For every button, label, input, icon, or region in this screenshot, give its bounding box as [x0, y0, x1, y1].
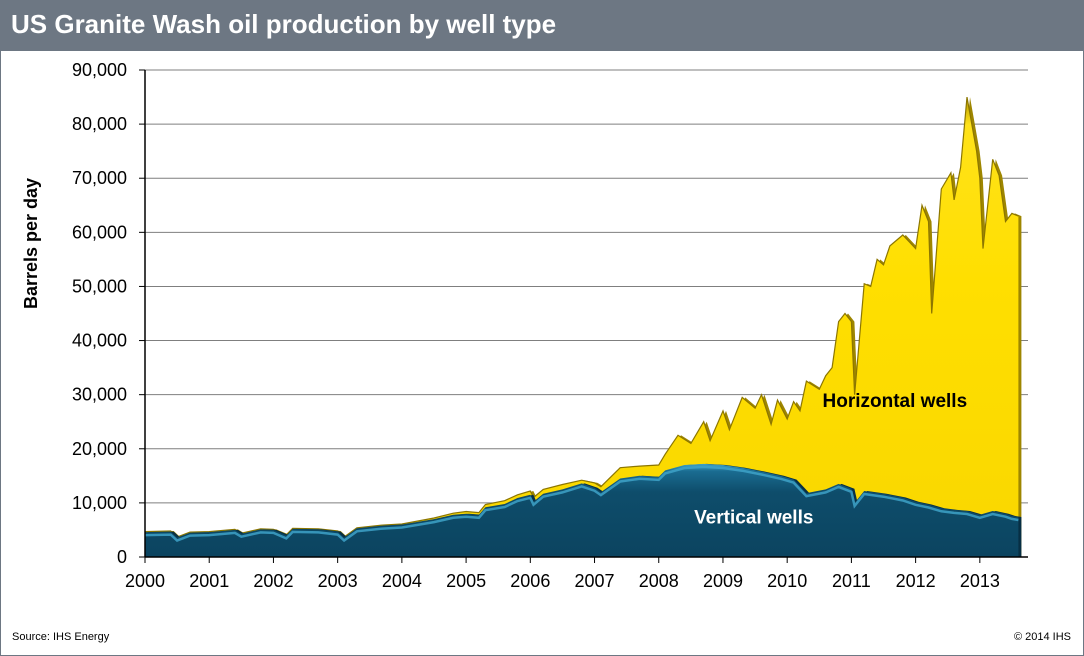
x-tick-label: 2013 [960, 571, 1000, 591]
x-tick-label: 2011 [832, 571, 871, 591]
y-tick-label: 70,000 [72, 168, 127, 188]
axes [139, 69, 1028, 563]
x-tick-label: 2007 [575, 571, 615, 591]
y-tick-label: 60,000 [72, 222, 127, 242]
y-tick-label: 80,000 [72, 114, 127, 134]
x-tick-label: 2002 [253, 571, 293, 591]
x-tick-label: 2006 [510, 571, 550, 591]
horizontal-wells-edge [144, 96, 1019, 538]
x-tick-label: 2005 [446, 571, 486, 591]
vertical-wells-highlight [144, 465, 1019, 543]
y-tick-label: 40,000 [72, 331, 127, 351]
chart-title: US Granite Wash oil production by well t… [11, 9, 557, 39]
y-axis-title: Barrels per day [21, 178, 41, 309]
area-series [144, 96, 1022, 557]
copyright-note: © 2014 IHS [1013, 631, 1071, 643]
labels: 0 10,000 20,000 30,000 40,000 50,000 60,000 70,… [21, 60, 1000, 591]
x-tick-label: 2004 [382, 571, 422, 591]
x-tick-label: 2009 [703, 571, 743, 591]
y-tick-label: 10,000 [72, 493, 127, 513]
horizontal-wells-area [145, 97, 1019, 557]
x-tick-label: 2000 [125, 571, 165, 591]
x-tick-label: 2008 [639, 571, 679, 591]
vertical-wells-label: Vertical wells [694, 507, 813, 528]
y-tick-label: 50,000 [72, 276, 127, 296]
x-tick-label: 2010 [767, 571, 807, 591]
source-note: Source: IHS Energy [12, 631, 110, 643]
title-bar: US Granite Wash oil production by well t… [1, 1, 1083, 51]
horizontal-wells-label: Horizontal wells [823, 391, 968, 412]
y-tick-label: 90,000 [72, 60, 127, 80]
x-tick-label: 2001 [189, 571, 229, 591]
vertical-wells-area [145, 463, 1019, 557]
y-tick-label: 20,000 [72, 439, 127, 459]
x-tick-label: 2003 [318, 571, 358, 591]
x-tick-label: 2012 [896, 571, 936, 591]
y-tick-label: 0 [117, 547, 127, 567]
y-tick-label: 30,000 [72, 385, 127, 405]
